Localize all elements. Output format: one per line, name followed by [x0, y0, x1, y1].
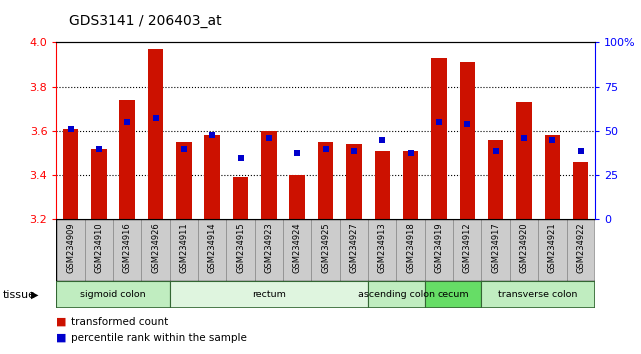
Bar — [261, 131, 277, 219]
Bar — [170, 281, 368, 308]
Text: GSM234919: GSM234919 — [435, 223, 444, 273]
Bar — [56, 281, 170, 308]
Text: sigmoid colon: sigmoid colon — [80, 290, 146, 299]
Text: cecum: cecum — [437, 290, 469, 299]
Bar — [170, 219, 198, 281]
Bar — [176, 142, 192, 219]
Text: GSM234920: GSM234920 — [519, 223, 528, 273]
Text: tissue: tissue — [3, 290, 36, 300]
Bar — [318, 142, 333, 219]
Bar — [397, 219, 425, 281]
Bar — [425, 281, 481, 308]
Bar — [545, 136, 560, 219]
Bar — [312, 219, 340, 281]
Bar — [567, 219, 595, 281]
Text: ascending colon: ascending colon — [358, 290, 435, 299]
Bar — [85, 219, 113, 281]
Text: GSM234926: GSM234926 — [151, 223, 160, 273]
Bar — [226, 219, 254, 281]
Bar — [56, 219, 85, 281]
Bar — [142, 219, 170, 281]
Bar — [573, 162, 588, 219]
Text: GDS3141 / 206403_at: GDS3141 / 206403_at — [69, 14, 222, 28]
Text: GSM234927: GSM234927 — [349, 223, 358, 273]
Text: ■: ■ — [56, 317, 67, 327]
Bar — [340, 219, 368, 281]
Bar — [431, 58, 447, 219]
Text: GSM234925: GSM234925 — [321, 223, 330, 273]
Bar — [538, 219, 567, 281]
Bar — [233, 177, 249, 219]
Text: GSM234914: GSM234914 — [208, 223, 217, 273]
Bar — [510, 219, 538, 281]
Bar — [516, 102, 532, 219]
Text: GSM234915: GSM234915 — [236, 223, 245, 273]
Text: GSM234912: GSM234912 — [463, 223, 472, 273]
Text: GSM234910: GSM234910 — [94, 223, 103, 273]
Bar — [481, 281, 595, 308]
Text: GSM234924: GSM234924 — [293, 223, 302, 273]
Bar — [453, 219, 481, 281]
Text: GSM234922: GSM234922 — [576, 223, 585, 273]
Bar — [63, 129, 78, 219]
Text: GSM234913: GSM234913 — [378, 223, 387, 273]
Bar — [368, 219, 397, 281]
Bar — [425, 219, 453, 281]
Bar — [91, 149, 106, 219]
Text: transverse colon: transverse colon — [499, 290, 578, 299]
Bar — [368, 281, 425, 308]
Bar — [481, 219, 510, 281]
Text: ■: ■ — [56, 333, 67, 343]
Bar — [290, 175, 305, 219]
Bar — [403, 151, 419, 219]
Text: transformed count: transformed count — [71, 317, 168, 327]
Bar — [113, 219, 142, 281]
Text: GSM234916: GSM234916 — [123, 223, 132, 273]
Bar — [488, 140, 503, 219]
Text: ▶: ▶ — [31, 290, 38, 300]
Text: GSM234921: GSM234921 — [548, 223, 557, 273]
Bar — [346, 144, 362, 219]
Bar — [204, 136, 220, 219]
Bar — [283, 219, 312, 281]
Text: GSM234923: GSM234923 — [265, 223, 274, 273]
Bar — [374, 151, 390, 219]
Text: GSM234909: GSM234909 — [66, 223, 75, 273]
Bar — [460, 62, 475, 219]
Text: percentile rank within the sample: percentile rank within the sample — [71, 333, 246, 343]
Bar — [254, 219, 283, 281]
Text: GSM234911: GSM234911 — [179, 223, 188, 273]
Text: rectum: rectum — [252, 290, 286, 299]
Text: GSM234917: GSM234917 — [491, 223, 500, 273]
Text: GSM234918: GSM234918 — [406, 223, 415, 273]
Bar — [198, 219, 226, 281]
Bar — [119, 100, 135, 219]
Bar — [148, 49, 163, 219]
